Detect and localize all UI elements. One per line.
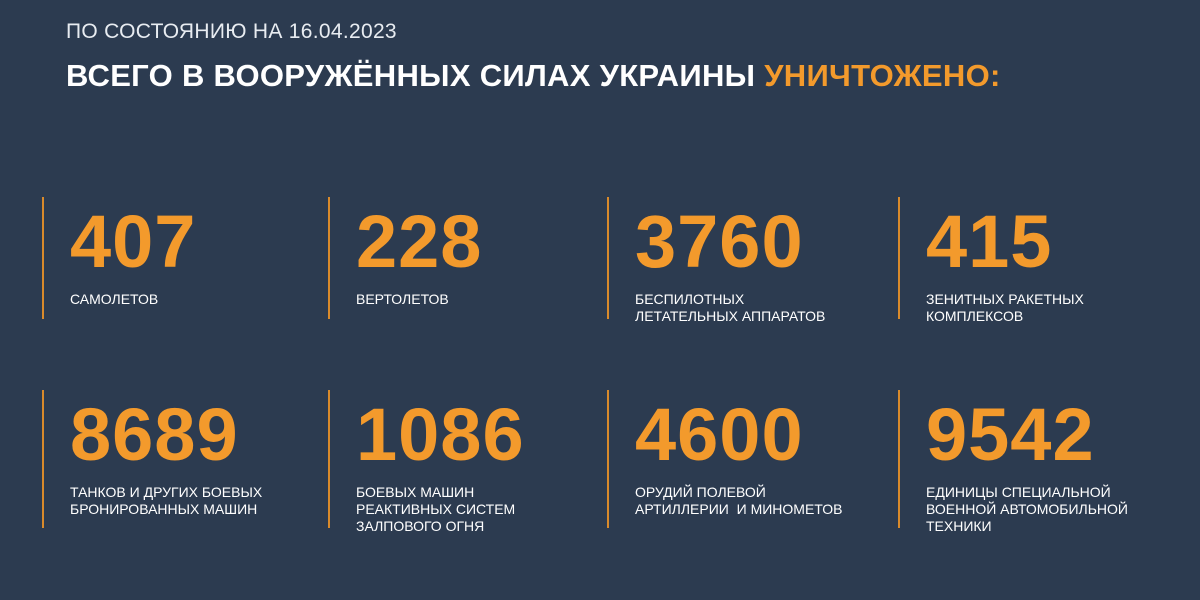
stat-block: 407 САМОЛЕТОВ bbox=[42, 197, 196, 319]
stat-label: ЗЕНИТНЫХ РАКЕТНЫХ КОМПЛЕКСОВ bbox=[926, 291, 1084, 325]
stat-label-line: ЗЕНИТНЫХ РАКЕТНЫХ bbox=[926, 291, 1084, 307]
stat-label-line: РЕАКТИВНЫХ СИСТЕМ bbox=[356, 501, 516, 517]
stat-label: БОЕВЫХ МАШИН РЕАКТИВНЫХ СИСТЕМ ЗАЛПОВОГО О… bbox=[356, 484, 525, 535]
stat-label-line: ЗАЛПОВОГО ОГНЯ bbox=[356, 518, 485, 534]
stat-block: 1086 БОЕВЫХ МАШИН РЕАКТИВНЫХ СИСТЕМ ЗАЛПОВО… bbox=[328, 390, 525, 534]
stat-label-line: КОМПЛЕКСОВ bbox=[926, 308, 1024, 324]
stat-label: БЕСПИЛОТНЫХ ЛЕТАТЕЛЬНЫХ АППАРАТОВ bbox=[635, 291, 825, 325]
stat-label: ЕДИНИЦЫ СПЕЦИАЛЬНОЙ ВОЕННОЙ АВТОМОБИЛЬНОЙ… bbox=[926, 484, 1128, 535]
stat-block: 4600 ОРУДИЙ ПОЛЕВОЙ АРТИЛЛЕРИИ И МИНОМЕТОВ bbox=[607, 390, 842, 528]
stat-number: 9542 bbox=[926, 393, 1095, 476]
stat-block: 415 ЗЕНИТНЫХ РАКЕТНЫХ КОМПЛЕКСОВ bbox=[898, 197, 1084, 324]
stat-number: 1086 bbox=[356, 393, 525, 476]
stat-label-line: ТЕХНИКИ bbox=[926, 518, 992, 534]
stat-label-line: ЛЕТАТЕЛЬНЫХ АППАРАТОВ bbox=[635, 308, 826, 324]
stat-label-line: ВЕРТОЛЕТОВ bbox=[356, 291, 449, 307]
stat-number: 228 bbox=[356, 200, 483, 283]
stat-number: 8689 bbox=[70, 393, 239, 476]
stat-label-line: БРОНИРОВАННЫХ МАШИН bbox=[70, 501, 258, 517]
stat-label-line: ЕДИНИЦЫ СПЕЦИАЛЬНОЙ bbox=[926, 484, 1111, 500]
stat-label: ВЕРТОЛЕТОВ bbox=[356, 291, 482, 308]
stat-number: 4600 bbox=[635, 393, 804, 476]
stat-block: 3760 БЕСПИЛОТНЫХ ЛЕТАТЕЛЬНЫХ АППАРАТОВ bbox=[607, 197, 825, 324]
stat-label-line: БОЕВЫХ МАШИН bbox=[356, 484, 475, 500]
title-text: ВСЕГО В ВООРУЖЁННЫХ СИЛАХ УКРАИНЫ bbox=[66, 58, 756, 93]
stat-label-line: ВОЕННОЙ АВТОМОБИЛЬНОЙ bbox=[926, 501, 1128, 517]
date-line: ПО СОСТОЯНИЮ НА 16.04.2023 bbox=[66, 20, 397, 43]
stat-label: ОРУДИЙ ПОЛЕВОЙ АРТИЛЛЕРИИ И МИНОМЕТОВ bbox=[635, 484, 842, 518]
stat-label-line: ТАНКОВ И ДРУГИХ БОЕВЫХ bbox=[70, 484, 263, 500]
stat-label: САМОЛЕТОВ bbox=[70, 291, 196, 308]
stat-number: 415 bbox=[926, 200, 1053, 283]
stat-block: 9542 ЕДИНИЦЫ СПЕЦИАЛЬНОЙ ВОЕННОЙ АВТОМОБИЛ… bbox=[898, 390, 1128, 534]
title-highlight: УНИЧТОЖЕНО: bbox=[764, 58, 1001, 93]
stat-label-line: БЕСПИЛОТНЫХ bbox=[635, 291, 745, 307]
stat-number: 407 bbox=[70, 200, 197, 283]
stat-label-line: САМОЛЕТОВ bbox=[70, 291, 159, 307]
stat-block: 8689 ТАНКОВ И ДРУГИХ БОЕВЫХ БРОНИРОВАННЫХ … bbox=[42, 390, 262, 528]
stat-label-line: АРТИЛЛЕРИИ И МИНОМЕТОВ bbox=[635, 501, 843, 517]
stat-label-line: ОРУДИЙ ПОЛЕВОЙ bbox=[635, 484, 766, 500]
title: ВСЕГО В ВООРУЖЁННЫХ СИЛАХ УКРАИНЫ УНИЧТО… bbox=[66, 58, 1001, 94]
stat-label: ТАНКОВ И ДРУГИХ БОЕВЫХ БРОНИРОВАННЫХ МАШИ… bbox=[70, 484, 262, 518]
stat-number: 3760 bbox=[635, 200, 804, 283]
stat-block: 228 ВЕРТОЛЕТОВ bbox=[328, 197, 482, 319]
